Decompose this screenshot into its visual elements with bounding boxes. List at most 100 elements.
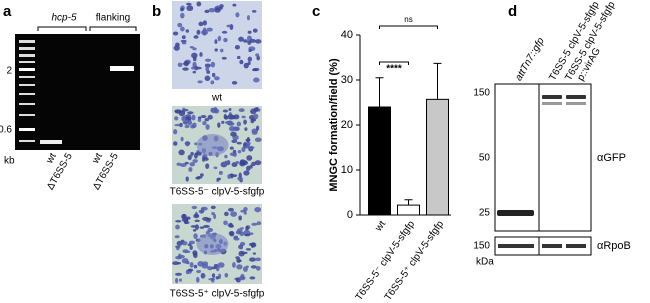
- gel-band: [40, 140, 62, 144]
- cell: [195, 176, 201, 180]
- cell: [192, 47, 197, 51]
- cell: [243, 39, 248, 43]
- cell: [193, 213, 200, 219]
- cell: [228, 126, 236, 132]
- cell: [187, 243, 192, 247]
- cell: [249, 38, 256, 43]
- cell: [183, 60, 189, 67]
- panel-label: b: [152, 3, 161, 20]
- cell: [244, 233, 251, 237]
- cell: [254, 39, 262, 44]
- marker-label: 150: [473, 88, 490, 99]
- cell: [256, 55, 261, 61]
- cell: [245, 248, 252, 251]
- cell: [222, 109, 229, 113]
- cell: [245, 225, 249, 232]
- cell: [185, 143, 190, 147]
- cell: [217, 122, 221, 128]
- cell: [188, 154, 193, 158]
- cell: [228, 207, 234, 212]
- lane-label: wt: [44, 151, 59, 166]
- cell: [221, 120, 225, 124]
- cell: [232, 174, 238, 178]
- cell: [236, 258, 241, 264]
- x-tick-label: T6SS-5⁺ clpV-5-sfgfp: [383, 219, 447, 303]
- cell: [243, 119, 247, 125]
- cell: [255, 265, 261, 271]
- cell: [175, 42, 180, 47]
- cell: [190, 225, 197, 228]
- cell: [193, 233, 198, 240]
- cell: [244, 145, 250, 149]
- cell: [238, 36, 244, 42]
- y-tick-label: 0: [347, 209, 353, 221]
- cell: [213, 213, 217, 220]
- cell: [223, 220, 228, 226]
- cell: [184, 161, 189, 165]
- cell: [192, 70, 197, 74]
- bracket: [37, 26, 137, 31]
- cell: [237, 150, 242, 154]
- cell: [191, 114, 196, 121]
- cell: [210, 80, 215, 85]
- cell: [253, 113, 259, 120]
- cell: [189, 262, 194, 268]
- cell: [181, 217, 189, 222]
- cell: [205, 66, 210, 72]
- cell: [249, 257, 256, 262]
- blot-band: [542, 244, 562, 248]
- cell: [229, 222, 233, 228]
- cell: [249, 276, 256, 280]
- cell: [224, 211, 229, 217]
- cell: [214, 48, 218, 52]
- cell: [235, 256, 240, 260]
- bar: [397, 204, 420, 216]
- cell: [214, 76, 220, 81]
- cell: [189, 245, 193, 250]
- cell: [236, 141, 242, 145]
- cell: [192, 250, 198, 256]
- cell: [253, 107, 259, 112]
- cell: [199, 52, 203, 57]
- cell: [181, 213, 187, 219]
- cell: [242, 266, 248, 272]
- bar: [426, 98, 449, 216]
- y-axis-label: MNGC formation/field (%): [328, 58, 340, 192]
- cell: [239, 59, 244, 65]
- cell: [188, 166, 193, 172]
- cell: [232, 139, 237, 142]
- y-tick-label: 20: [341, 119, 353, 131]
- cell: [176, 240, 183, 246]
- cell: [231, 81, 238, 85]
- cell: [176, 162, 182, 166]
- x-tick-label: wt: [373, 219, 388, 235]
- bar: [368, 106, 391, 216]
- mngc: [196, 134, 229, 156]
- cell: [241, 146, 246, 153]
- marker-label: 150: [473, 241, 490, 252]
- cell: [178, 110, 186, 117]
- panel-label: c: [312, 3, 320, 20]
- cell: [229, 24, 234, 31]
- cell: [241, 115, 246, 119]
- cell: [256, 221, 262, 226]
- cell: [195, 276, 200, 283]
- cell: [238, 108, 245, 113]
- cell: [252, 67, 260, 72]
- cell: [224, 273, 229, 278]
- ladder: [19, 40, 35, 142]
- cell: [229, 152, 236, 157]
- cell: [223, 160, 230, 166]
- cell: [174, 235, 180, 239]
- error-bar: [433, 62, 442, 100]
- cell: [215, 265, 220, 272]
- cell: [223, 37, 228, 43]
- cell: [177, 253, 182, 259]
- cell: [245, 138, 250, 142]
- cell: [249, 164, 253, 169]
- panel-label: d: [508, 3, 517, 20]
- blot-band: [497, 210, 534, 216]
- blot-band: [566, 244, 586, 248]
- cell: [183, 119, 190, 125]
